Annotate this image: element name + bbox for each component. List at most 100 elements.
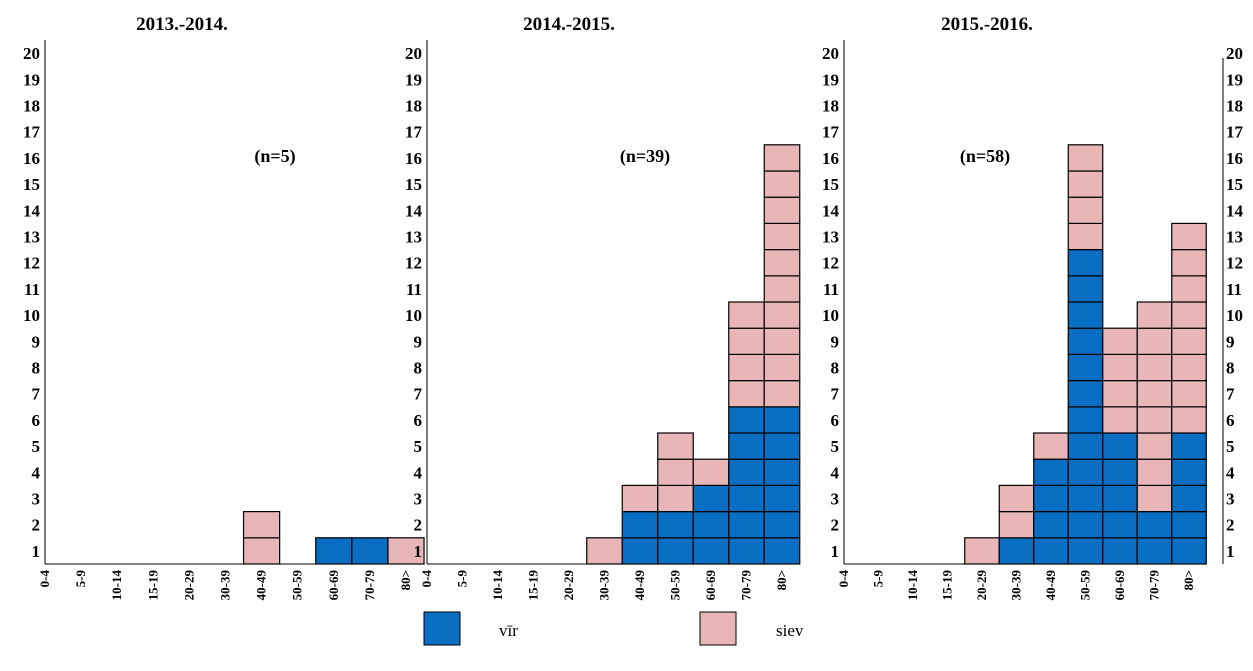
x-tick-label: 40-49 (1043, 570, 1058, 601)
legend: vīr siev (423, 611, 804, 646)
x-tick-label: 5-9 (73, 570, 88, 588)
x-tick-label: 20-29 (561, 570, 576, 601)
bar-cell-vir (1102, 458, 1138, 487)
y-tick-label: 8 (831, 359, 840, 378)
bar-cell-siev (1136, 484, 1173, 513)
x-tick-label: 50-59 (290, 570, 305, 601)
right-y-tick-label: 11 (1226, 280, 1242, 299)
bar-cell-siev (621, 484, 659, 513)
bar-cell-siev (998, 511, 1035, 539)
y-tick-label: 5 (32, 437, 41, 456)
y-tick-label: 17 (405, 123, 423, 142)
bar-cell-vir (1171, 511, 1207, 539)
y-tick-label: 6 (414, 411, 423, 430)
y-tick-label: 1 (414, 542, 423, 561)
y-tick-label: 13 (23, 228, 40, 247)
bar-cell-vir (728, 484, 765, 513)
bar-cell-siev (586, 537, 623, 565)
y-tick-label: 8 (32, 359, 41, 378)
y-tick-label: 11 (406, 280, 422, 299)
bar-cell-vir (763, 484, 801, 513)
x-tick-label: 0-4 (836, 570, 851, 588)
bar-cell-vir (1102, 432, 1138, 460)
x-tick-label: 5-9 (871, 570, 886, 588)
bar-cell-vir (692, 511, 730, 539)
right-y-tick-label: 20 (1226, 44, 1243, 63)
right-y-tick-label: 14 (1226, 201, 1244, 220)
y-tick-label: 9 (414, 332, 423, 351)
bar-cell-vir (1067, 484, 1104, 513)
bar-cell-siev (1102, 406, 1138, 434)
chart-panel-2: 2014.-2015.(n=39)12345678910111213141516… (405, 14, 801, 601)
y-tick-label: 12 (23, 254, 40, 273)
x-tick-label: 70-79 (362, 570, 377, 601)
legend-label-siev: siev (776, 621, 804, 640)
bar-cell-siev (1171, 327, 1207, 356)
bar-cell-siev (1102, 327, 1138, 356)
x-tick-label: 80> (1181, 570, 1196, 590)
y-tick-label: 19 (405, 70, 422, 89)
bar-cell-vir (1067, 458, 1104, 487)
y-tick-label: 2 (32, 516, 41, 535)
x-tick-label: 5-9 (455, 570, 470, 588)
bar-cell-siev (728, 380, 765, 408)
x-tick-label: 40-49 (632, 570, 647, 601)
y-tick-label: 1 (32, 542, 41, 561)
y-tick-label: 11 (24, 280, 40, 299)
y-tick-label: 6 (831, 411, 840, 430)
x-tick-label: 30-39 (1009, 570, 1024, 601)
y-tick-label: 5 (831, 437, 840, 456)
right-y-tick-label: 15 (1226, 175, 1243, 194)
y-tick-label: 18 (405, 97, 422, 116)
right-y-tick-label: 16 (1226, 149, 1243, 168)
y-tick-label: 19 (822, 70, 839, 89)
bar-cell-siev (1171, 249, 1207, 277)
x-tick-label: 15-19 (940, 570, 955, 601)
bar-cell-siev (1136, 327, 1173, 356)
right-y-tick-label: 13 (1226, 228, 1243, 247)
bar-cell-vir (728, 432, 765, 460)
x-tick-label: 70-79 (1147, 570, 1162, 601)
right-y-tick-label: 2 (1226, 516, 1235, 535)
y-tick-label: 7 (32, 385, 41, 404)
y-tick-label: 17 (23, 123, 41, 142)
bar-cell-siev (657, 432, 694, 460)
bar-cell-vir (1171, 537, 1207, 565)
y-tick-label: 3 (414, 490, 423, 509)
x-tick-label: 30-39 (218, 570, 233, 601)
y-tick-label: 14 (405, 201, 423, 220)
bar-cell-vir (728, 458, 765, 487)
right-y-tick-label: 19 (1226, 70, 1243, 89)
x-tick-label: 50-59 (668, 570, 683, 601)
right-y-tick-label: 12 (1226, 254, 1243, 273)
y-tick-label: 6 (32, 411, 41, 430)
x-tick-label: 15-19 (526, 570, 541, 601)
y-tick-label: 18 (822, 97, 839, 116)
bar-cell-siev (1171, 222, 1207, 251)
bar-cell-siev (1171, 380, 1207, 408)
y-tick-label: 16 (405, 149, 422, 168)
x-tick-label: 60-69 (326, 570, 341, 601)
bar-cell-vir (763, 511, 801, 539)
bar-cell-siev (657, 458, 694, 487)
x-tick-label: 0-4 (37, 570, 52, 588)
bar-cell-vir (657, 537, 694, 565)
chart-title: 2014.-2015. (523, 14, 615, 35)
bar-cell-siev (763, 170, 801, 198)
bar-cell-vir (315, 537, 353, 565)
y-tick-label: 10 (405, 306, 422, 325)
bar-cell-vir (1033, 458, 1069, 487)
bar-cell-vir (351, 537, 389, 565)
x-tick-label: 10-14 (490, 570, 505, 601)
bar-cell-vir (1067, 353, 1104, 382)
bar-cell-siev (1067, 222, 1104, 251)
bar-cell-vir (657, 511, 694, 539)
bar-cell-siev (728, 353, 765, 382)
right-y-tick-label: 18 (1226, 97, 1243, 116)
bar-cell-vir (1067, 537, 1104, 565)
x-tick-label: 60-69 (703, 570, 718, 601)
bar-cell-vir (1067, 249, 1104, 277)
bar-cell-vir (1033, 511, 1069, 539)
y-tick-label: 15 (405, 175, 422, 194)
chart-panel-3: 2015.-2016.(n=58)12345678910111213141516… (822, 14, 1207, 601)
